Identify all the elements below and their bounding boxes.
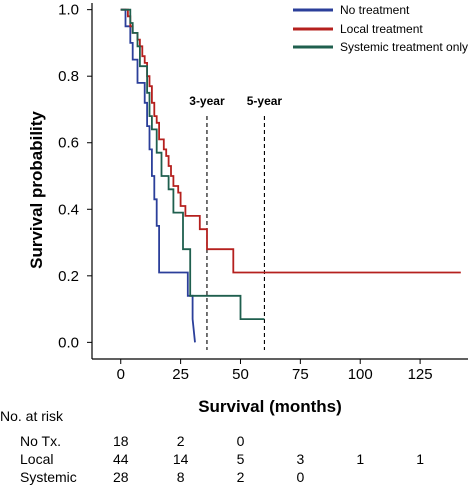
x-tick-label: 100 bbox=[348, 366, 373, 383]
x-tick-label: 25 bbox=[172, 366, 189, 383]
series-line-2 bbox=[120, 8, 265, 321]
legend: No treatment Local treatment Systemic trea… bbox=[293, 3, 468, 54]
risk-count: 44 bbox=[113, 451, 129, 467]
risk-table-title: No. at risk bbox=[0, 408, 64, 424]
x-axis-title: Survival (months) bbox=[198, 397, 342, 416]
x-tick-label: 75 bbox=[292, 366, 309, 383]
y-axis-title: Survival probability bbox=[27, 111, 46, 269]
y-tick-label: 1.0 bbox=[58, 2, 79, 19]
x-ticks: 0 25 50 75 100 125 bbox=[117, 359, 433, 383]
risk-count: 0 bbox=[296, 469, 304, 485]
risk-row-label: Systemic bbox=[20, 469, 77, 485]
risk-count: 1 bbox=[356, 451, 364, 467]
risk-count: 28 bbox=[113, 469, 129, 485]
survival-curves bbox=[120, 8, 461, 343]
risk-count: 14 bbox=[173, 451, 189, 467]
y-tick-label: 0.2 bbox=[58, 268, 79, 285]
risk-count: 8 bbox=[177, 469, 185, 485]
y-tick-label: 0.0 bbox=[58, 334, 79, 351]
risk-count: 1 bbox=[416, 451, 424, 467]
risk-count: 5 bbox=[237, 451, 245, 467]
risk-table: No. at risk No Tx. 18 2 0 Local 44 14 5 3 1 1 Syste… bbox=[0, 408, 424, 485]
reference-line-label: 5-year bbox=[247, 94, 283, 108]
legend-label: Local treatment bbox=[340, 22, 423, 36]
y-tick-label: 0.8 bbox=[58, 68, 79, 85]
x-tick-label: 0 bbox=[117, 366, 125, 383]
legend-label: No treatment bbox=[340, 3, 410, 17]
y-tick-label: 0.4 bbox=[58, 201, 79, 218]
series-line-0 bbox=[120, 8, 196, 343]
axes bbox=[91, 3, 468, 360]
reference-line-label: 3-year bbox=[189, 94, 225, 108]
risk-count: 3 bbox=[296, 451, 304, 467]
risk-count: 18 bbox=[113, 433, 129, 449]
risk-count: 0 bbox=[237, 433, 245, 449]
x-tick-label: 50 bbox=[232, 366, 249, 383]
risk-row-label: Local bbox=[20, 451, 53, 467]
y-tick-label: 0.6 bbox=[58, 135, 79, 152]
legend-label: Systemic treatment only bbox=[340, 40, 468, 54]
risk-count: 2 bbox=[237, 469, 245, 485]
reference-lines: 3-year 5-year bbox=[189, 94, 282, 350]
risk-row-label: No Tx. bbox=[20, 433, 61, 449]
x-tick-label: 125 bbox=[408, 366, 433, 383]
risk-count: 2 bbox=[177, 433, 185, 449]
y-ticks: 0.0 0.2 0.4 0.6 0.8 1.0 bbox=[58, 2, 92, 351]
